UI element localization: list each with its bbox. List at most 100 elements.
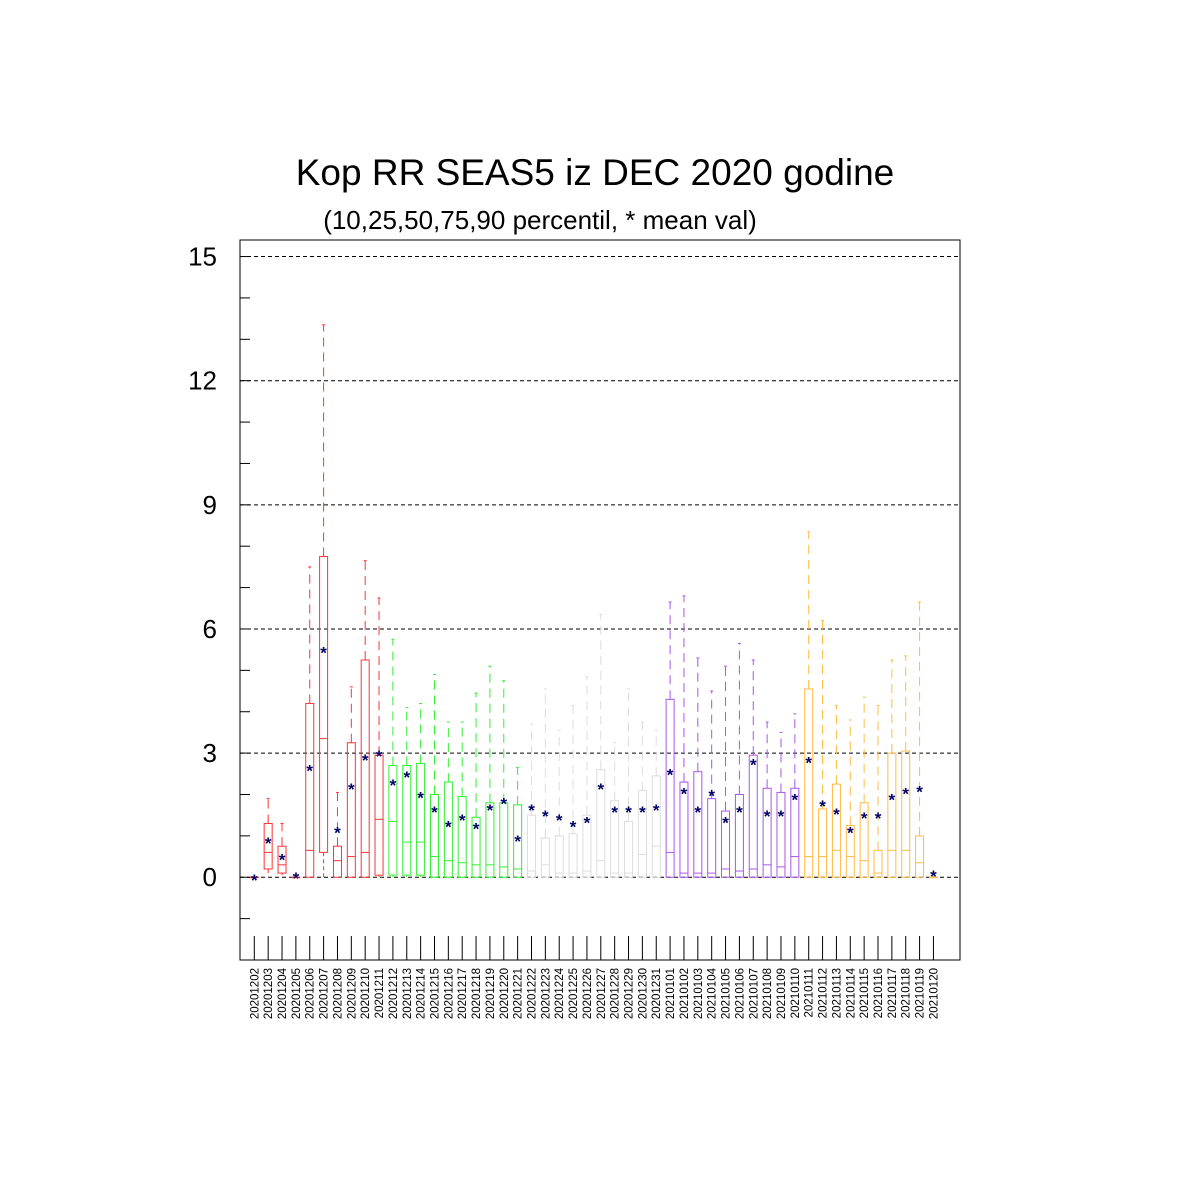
box-20210114 [845, 719, 855, 878]
mean-marker-20201208: * [334, 824, 341, 843]
mean-marker-20201220: * [500, 795, 507, 814]
mean-marker-20210105: * [722, 813, 729, 832]
x-tick-label: 20201228 [610, 968, 622, 1019]
x-tick-label: 20201217 [457, 968, 469, 1019]
mean-marker-20201214: * [417, 788, 424, 807]
box-iqr [693, 771, 703, 878]
x-tick-label: 20210109 [776, 968, 788, 1019]
box-iqr [915, 835, 925, 878]
box-20210113 [831, 705, 841, 878]
mean-marker-20210107: * [750, 755, 757, 774]
mean-marker-20201213: * [403, 768, 410, 787]
mean-marker-20210113: * [833, 805, 840, 824]
box-20210104 [707, 690, 717, 878]
x-tick-label: 20210107 [748, 968, 760, 1019]
x-tick-label: 20201219 [485, 968, 497, 1019]
box-20201216 [443, 721, 453, 878]
x-tick-label: 20201213 [402, 968, 414, 1019]
box-20201226 [582, 676, 592, 878]
box-iqr [305, 702, 315, 878]
box-20210120 [928, 872, 938, 879]
mean-marker-20210111: * [805, 753, 812, 772]
box-iqr [568, 833, 578, 878]
y-tick-label: 9 [203, 490, 217, 520]
y-tick-label: 12 [188, 366, 217, 396]
mean-marker-20201205: * [293, 869, 300, 888]
mean-marker-20210112: * [819, 797, 826, 816]
box-iqr [443, 781, 453, 878]
box-iqr [374, 754, 384, 876]
mean-marker-20201218: * [473, 820, 480, 839]
mean-marker-20210104: * [708, 786, 715, 805]
box-20210119 [915, 601, 925, 878]
mean-marker-20201203: * [265, 834, 272, 853]
box-iqr [721, 810, 731, 878]
box-iqr [859, 802, 869, 878]
mean-marker-20210103: * [695, 803, 702, 822]
plot-frame [239, 239, 961, 961]
box-20201210 [360, 560, 370, 878]
y-axis: 0 3 6 9 12 15 [188, 242, 250, 920]
x-tick-label: 20210114 [845, 967, 857, 1018]
box-iqr [416, 762, 426, 876]
mean-markers: * * * * * * * * * * * * * * * * * * * * * * * * * * * * * * * * * * * * * * * *… [251, 644, 937, 891]
x-tick-label: 20201212 [388, 968, 400, 1019]
mean-marker-20201204: * [279, 851, 286, 870]
box-iqr [527, 814, 536, 878]
mean-marker-20201230: * [639, 803, 646, 822]
x-tick-label: 20210117 [887, 968, 899, 1018]
x-tick-label: 20210112 [818, 968, 830, 1018]
x-tick-label: 20201203 [263, 968, 275, 1019]
x-tick-label: 20210116 [873, 968, 885, 1018]
box-20201202 [249, 876, 259, 879]
box-20201208 [332, 791, 342, 878]
x-tick-label: 20201222 [527, 968, 539, 1019]
box-iqr [360, 659, 370, 878]
box-iqr [319, 556, 329, 853]
box-iqr [513, 804, 523, 878]
mean-marker-20201225: * [570, 817, 577, 836]
mean-marker-20201211: * [376, 747, 383, 766]
mean-marker-20210120: * [930, 867, 937, 886]
box-20210118 [901, 655, 911, 878]
box-20201219 [485, 665, 495, 878]
x-tick-label: 20201226 [582, 968, 594, 1019]
box-20201212 [388, 638, 398, 878]
mean-marker-20210119: * [916, 782, 923, 801]
mean-marker-20201229: * [625, 803, 632, 822]
x-tick-label: 20201223 [540, 968, 552, 1019]
mean-marker-20201217: * [459, 811, 466, 830]
box-20210101 [665, 601, 675, 878]
mean-marker-20201226: * [584, 813, 591, 832]
box-iqr [831, 783, 841, 878]
box-iqr [845, 825, 855, 878]
box-series [249, 324, 938, 879]
x-tick-label: 20210113 [831, 968, 843, 1018]
y-tick-label: 0 [203, 862, 217, 892]
box-iqr [540, 837, 550, 878]
box-iqr [471, 816, 481, 878]
box-20201222 [527, 723, 536, 878]
x-tick-label: 20201214 [416, 967, 428, 1019]
box-iqr [651, 775, 661, 878]
box-20201230 [637, 721, 647, 878]
x-tick-label: 20210108 [762, 968, 774, 1019]
mean-marker-20210108: * [764, 807, 771, 826]
box-iqr [665, 698, 675, 878]
box-20201215 [429, 673, 439, 878]
x-tick-label: 20201205 [291, 968, 303, 1019]
box-20210112 [818, 620, 828, 878]
x-tick-label: 20201208 [332, 968, 344, 1019]
box-20201209 [346, 686, 356, 878]
box-iqr [776, 791, 786, 878]
box-iqr [457, 796, 467, 878]
box-20210111 [804, 531, 814, 878]
x-tick-label: 20210111 [804, 968, 816, 1017]
mean-marker-20201206: * [306, 762, 313, 781]
x-tick-label: 20201227 [596, 968, 608, 1019]
mean-marker-20201207: * [320, 644, 327, 663]
box-20201217 [457, 721, 467, 878]
box-20201227 [596, 613, 606, 878]
mean-marker-20210110: * [792, 791, 799, 810]
